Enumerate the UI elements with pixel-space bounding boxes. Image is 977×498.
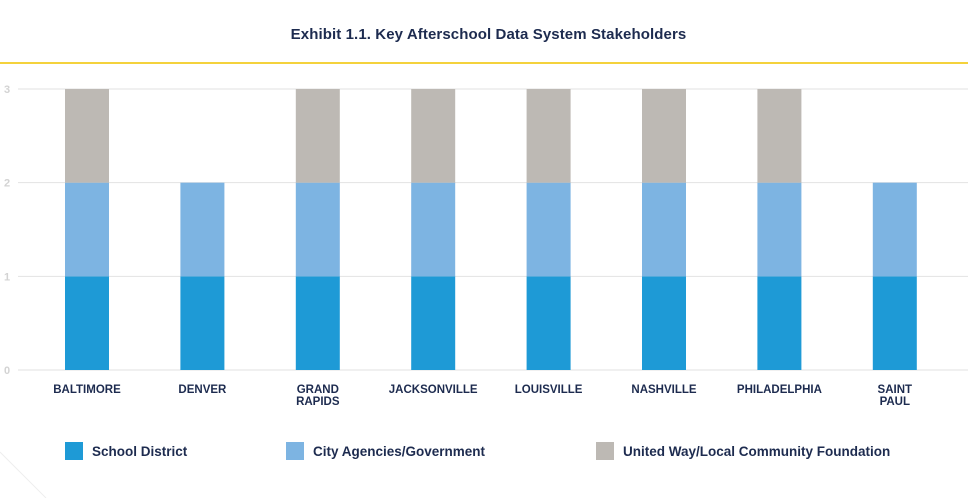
bar-segment	[411, 89, 456, 183]
legend-label: School District	[92, 443, 188, 459]
bar-segment	[411, 276, 456, 370]
bar-segment	[757, 276, 802, 370]
chart-title: Exhibit 1.1. Key Afterschool Data System…	[290, 26, 687, 43]
bar-segment	[642, 182, 686, 277]
bar-segment	[757, 182, 802, 277]
y-tick-label: 2	[4, 178, 10, 190]
legend-item-school-district: School District	[65, 440, 187, 462]
legend-swatch-united-way	[596, 442, 614, 460]
y-tick-label: 0	[4, 365, 10, 377]
y-axis-ticks: 0 1 2 3	[4, 84, 10, 377]
legend-swatch-school-district	[65, 442, 83, 460]
x-category-label: NASHVILLE	[631, 384, 697, 396]
bar-segment	[526, 276, 571, 370]
legend-label: United Way/Local Community Foundation	[623, 443, 891, 459]
bar-segment	[642, 276, 686, 370]
legend-item-united-way: United Way/Local Community Foundation	[596, 440, 890, 462]
bar-segment	[180, 276, 225, 370]
bar-segment	[295, 89, 340, 183]
title-rule	[0, 62, 968, 64]
bar-segment	[872, 182, 917, 277]
bar-segment	[526, 89, 571, 183]
stacked-bar-chart: 0 1 2 3 BALTIMORE DENVER GRAND RAPIDS JACKSONVI…	[4, 84, 968, 408]
bar-segment	[295, 276, 340, 370]
x-category-label: DENVER	[178, 384, 227, 396]
bar-segment	[65, 89, 109, 183]
y-tick-label: 3	[4, 84, 10, 96]
x-category-label: JACKSONVILLE	[389, 384, 478, 396]
legend-item-city-agencies: City Agencies/Government	[286, 440, 485, 462]
gridlines	[18, 88, 968, 371]
legend-swatch-city-agencies	[286, 442, 304, 460]
x-category-label: LOUISVILLE	[515, 384, 583, 396]
bar-segment	[295, 182, 340, 277]
x-axis-labels: BALTIMORE DENVER GRAND RAPIDS JACKSONVILLE LO…	[53, 384, 912, 408]
x-category-label: GRAND RAPIDS	[296, 384, 340, 408]
legend-label: City Agencies/Government	[313, 443, 486, 459]
x-category-label: SAINT PAUL	[878, 384, 913, 408]
bar-segment	[872, 276, 917, 370]
x-category-label: PHILADELPHIA	[737, 384, 822, 396]
legend: School District City Agencies/Government…	[0, 440, 977, 462]
bar-segment	[65, 276, 109, 370]
x-category-label: BALTIMORE	[53, 384, 121, 396]
bar-segment	[65, 182, 109, 277]
bar-segment	[642, 89, 686, 183]
bar-segment	[526, 182, 571, 277]
y-tick-label: 1	[4, 271, 10, 283]
bar-segment	[411, 182, 456, 277]
bar-segment	[180, 182, 225, 277]
bars	[65, 89, 917, 370]
bar-segment	[757, 89, 802, 183]
